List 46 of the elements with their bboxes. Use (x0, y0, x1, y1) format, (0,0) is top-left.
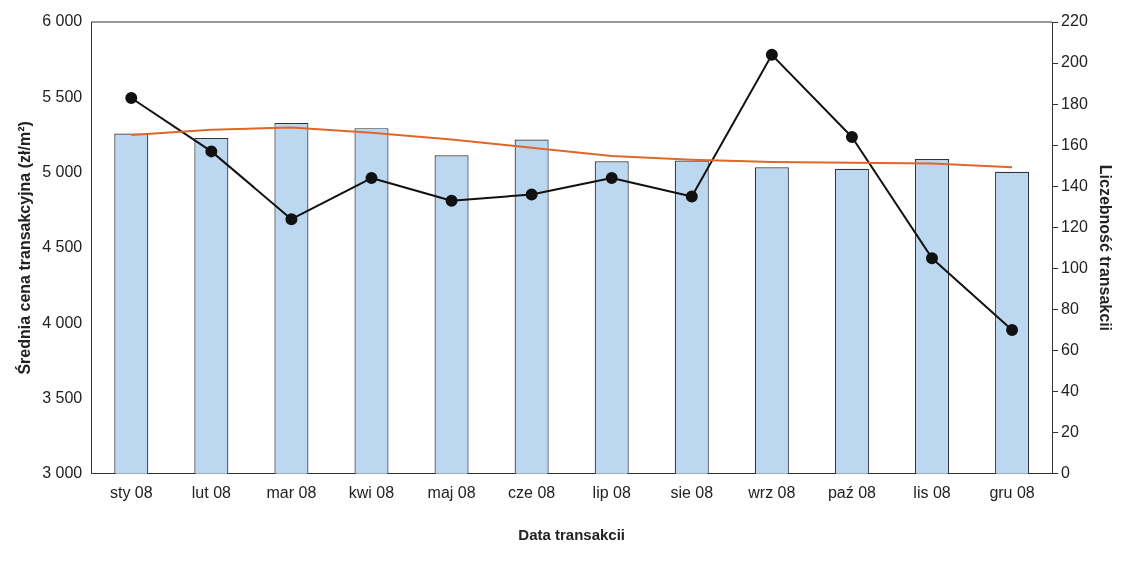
x-tick-label: paź 08 (827, 483, 877, 501)
x-tick-label: lip 08 (592, 483, 631, 501)
point (445, 194, 458, 207)
y2-tick-label: 0 (1061, 464, 1071, 482)
x-tick-label: maj 08 (427, 483, 476, 501)
point (365, 172, 378, 185)
x-tick-label: mar 08 (266, 483, 317, 501)
y2-tick-label: 20 (1061, 423, 1079, 441)
point (125, 91, 138, 104)
y-tick-label: 4 000 (42, 313, 83, 331)
point (926, 252, 938, 265)
x-axis-title: Data transakcii (518, 526, 626, 544)
x-tick-label: sie 08 (670, 483, 714, 501)
y2-tick-label: 200 (1061, 53, 1088, 71)
y2-axis-title: Liczebność transakcii (1096, 164, 1114, 332)
y-tick-label: 5 500 (42, 87, 83, 105)
y2-tick-label: 180 (1061, 94, 1088, 112)
y2-tick-label: 160 (1061, 135, 1088, 153)
y-axis-title: Średnia cena transakcyjna (zł/m²) (15, 121, 34, 375)
point (685, 190, 698, 203)
y2-tick-label: 80 (1061, 299, 1079, 317)
x-tick-label: kwi 08 (348, 483, 395, 501)
y-tick-label: 3 000 (42, 464, 83, 482)
x-tick-label: cze 08 (508, 483, 556, 501)
y2-tick-label: 140 (1061, 176, 1088, 194)
x-tick-label: wrz 08 (747, 483, 796, 501)
point (205, 145, 218, 158)
point (845, 131, 858, 143)
y2-tick-label: 40 (1061, 382, 1079, 400)
x-tick-label: lis 08 (913, 483, 951, 501)
point (1006, 324, 1019, 337)
point (765, 48, 778, 61)
y-tick-label: 6 000 (42, 12, 83, 30)
x-tick-label: sty 08 (109, 483, 153, 501)
y-tick-label: 4 500 (42, 238, 83, 256)
x-tick-label: gru 08 (989, 483, 1035, 501)
y2-tick-label: 60 (1061, 340, 1079, 358)
point (525, 188, 538, 201)
y-tick-label: 3 500 (42, 388, 83, 406)
x-tick-label: lut 08 (191, 483, 232, 501)
point (605, 172, 618, 185)
point (285, 213, 298, 226)
y2-tick-label: 100 (1061, 258, 1088, 276)
y2-tick-label: 220 (1061, 12, 1088, 30)
y-tick-label: 5 000 (42, 163, 83, 181)
y2-tick-label: 120 (1061, 217, 1088, 235)
